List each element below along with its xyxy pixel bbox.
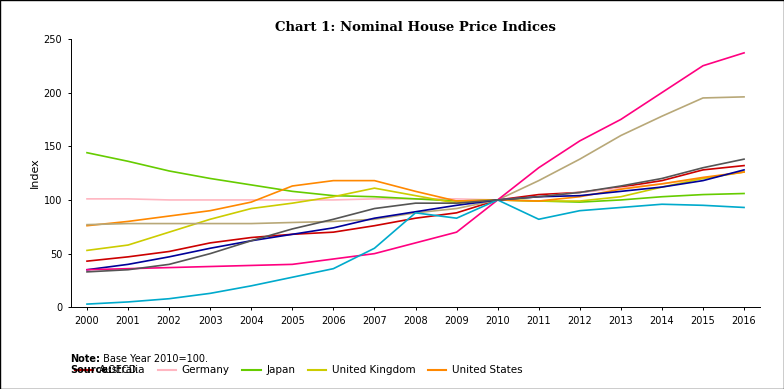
Text: Base Year 2010=100.: Base Year 2010=100.: [100, 354, 209, 364]
Text: Source:: Source:: [71, 365, 113, 375]
Text: Note:: Note:: [71, 354, 100, 364]
Text: OECD.: OECD.: [105, 365, 140, 375]
Title: Chart 1: Nominal House Price Indices: Chart 1: Nominal House Price Indices: [275, 21, 556, 33]
Y-axis label: Index: Index: [30, 158, 39, 189]
